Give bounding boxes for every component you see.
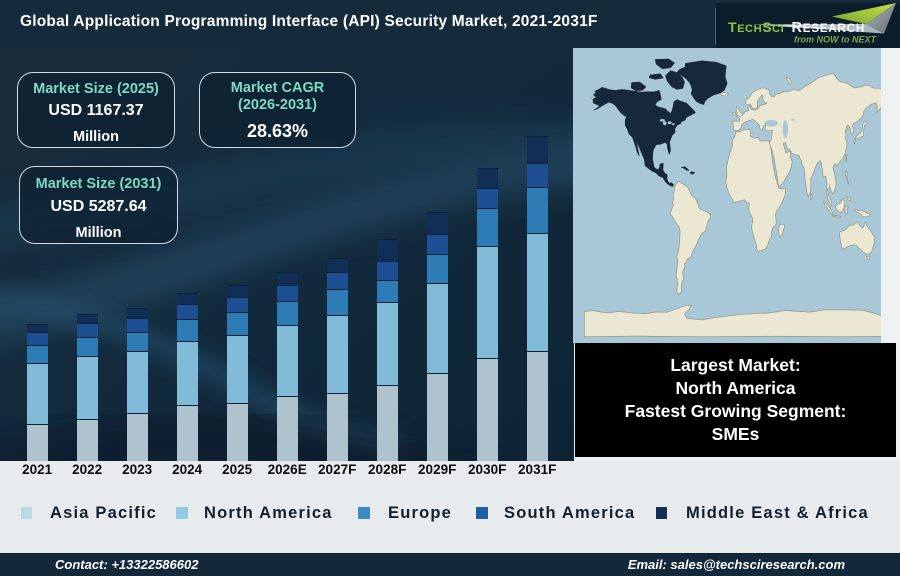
svg-text:TECHSCI: TECHSCI: [728, 19, 784, 35]
svg-text:RESEARCH: RESEARCH: [792, 20, 866, 36]
svg-text:from NOW to NEXT: from NOW to NEXT: [794, 35, 877, 45]
